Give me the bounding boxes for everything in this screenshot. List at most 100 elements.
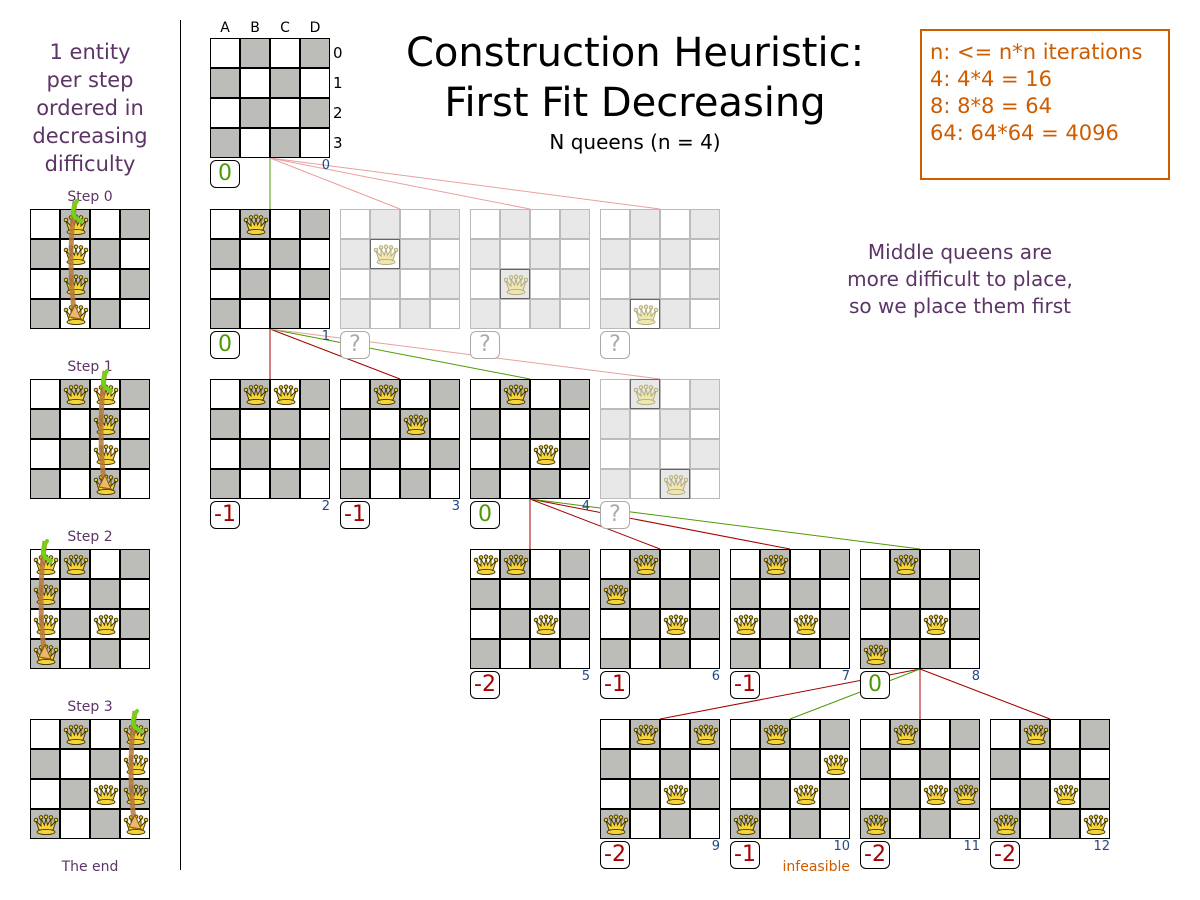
cell-A2 (210, 439, 240, 469)
queen-icon (663, 474, 689, 496)
cell-D2 (120, 779, 150, 809)
cell-C0 (1050, 719, 1080, 749)
node-number: 8 (971, 669, 980, 684)
row-label: 2 (333, 104, 343, 122)
cell-C3 (660, 299, 690, 329)
edge-unexplored (269, 157, 401, 210)
cell-D0 (690, 719, 720, 749)
cell-D3 (300, 128, 330, 158)
cell-A0 (30, 719, 60, 749)
cell-D1 (690, 579, 720, 609)
cell-A3 (470, 469, 500, 499)
cell-C2 (530, 439, 560, 469)
cell-C0 (270, 379, 300, 409)
cell-B1 (60, 239, 90, 269)
cell-D3 (120, 299, 150, 329)
cell-D3 (690, 469, 720, 499)
queen-icon (403, 414, 429, 436)
score-badge: -1 (340, 501, 370, 529)
cell-C2 (270, 269, 300, 299)
cell-C3 (660, 469, 690, 499)
row-label: 3 (333, 134, 343, 152)
cell-A0 (600, 719, 630, 749)
queen-icon (503, 274, 529, 296)
cell-D1 (300, 409, 330, 439)
queen-icon (763, 554, 789, 576)
step-label: Step 3 (67, 699, 113, 715)
cell-A3 (860, 809, 890, 839)
edge-unexplored (269, 157, 661, 210)
cell-A0 (600, 379, 630, 409)
board-7 (730, 549, 850, 669)
cell-C1 (530, 579, 560, 609)
cell-C3 (90, 639, 120, 669)
cell-C0 (270, 209, 300, 239)
left-note-line: 1 entity (49, 40, 131, 64)
queen-icon (33, 554, 59, 576)
cell-D1 (690, 239, 720, 269)
cell-D3 (430, 299, 460, 329)
cell-D2 (300, 98, 330, 128)
cell-B0 (760, 549, 790, 579)
cell-A3 (30, 299, 60, 329)
cell-B2 (500, 609, 530, 639)
left-note-line: ordered in (36, 96, 144, 120)
cell-B2 (500, 439, 530, 469)
edge-rejected (269, 328, 401, 380)
queen-icon (243, 384, 269, 406)
cell-C2 (660, 269, 690, 299)
middle-note-line: Middle queens are (867, 240, 1053, 264)
board-1b (340, 209, 460, 329)
row-label: 0 (333, 44, 343, 62)
cell-A2 (730, 609, 760, 639)
queen-icon (533, 614, 559, 636)
cell-A2 (600, 269, 630, 299)
cell-A3 (210, 469, 240, 499)
cell-A2 (30, 269, 60, 299)
info-line: 64: 64*64 = 4096 (930, 121, 1119, 145)
cell-C3 (90, 299, 120, 329)
cell-A0 (210, 379, 240, 409)
cell-D0 (1080, 719, 1110, 749)
cell-A2 (860, 779, 890, 809)
queen-icon (923, 784, 949, 806)
diagram-title: Construction Heuristic: First Fit Decrea… (400, 28, 870, 128)
cell-A0 (860, 719, 890, 749)
cell-C0 (530, 209, 560, 239)
board-1 (210, 209, 330, 329)
queen-icon (93, 384, 119, 406)
cell-C3 (90, 469, 120, 499)
title-line-1: Construction Heuristic: (405, 30, 865, 76)
cell-C2 (790, 609, 820, 639)
cell-B0 (500, 549, 530, 579)
cell-A1 (470, 409, 500, 439)
cell-C0 (530, 549, 560, 579)
cell-B2 (890, 609, 920, 639)
node-number: 4 (581, 499, 590, 514)
queen-icon (123, 724, 149, 746)
cell-D3 (820, 809, 850, 839)
queen-icon (603, 584, 629, 606)
cell-B0 (500, 209, 530, 239)
cell-A3 (210, 299, 240, 329)
cell-C1 (270, 68, 300, 98)
cell-A3 (340, 299, 370, 329)
cell-D1 (690, 749, 720, 779)
cell-D3 (560, 469, 590, 499)
cell-D1 (950, 579, 980, 609)
board-0 (210, 38, 330, 158)
queen-icon (63, 244, 89, 266)
cell-A1 (340, 409, 370, 439)
column-label: D (309, 20, 321, 36)
cell-A1 (30, 749, 60, 779)
cell-B3 (760, 639, 790, 669)
cell-B3 (890, 809, 920, 839)
cell-C2 (660, 779, 690, 809)
cell-D0 (120, 209, 150, 239)
cell-C3 (660, 809, 690, 839)
cell-D2 (120, 439, 150, 469)
queen-icon (993, 814, 1019, 836)
cell-A2 (600, 779, 630, 809)
cell-B2 (760, 779, 790, 809)
cell-C2 (270, 98, 300, 128)
